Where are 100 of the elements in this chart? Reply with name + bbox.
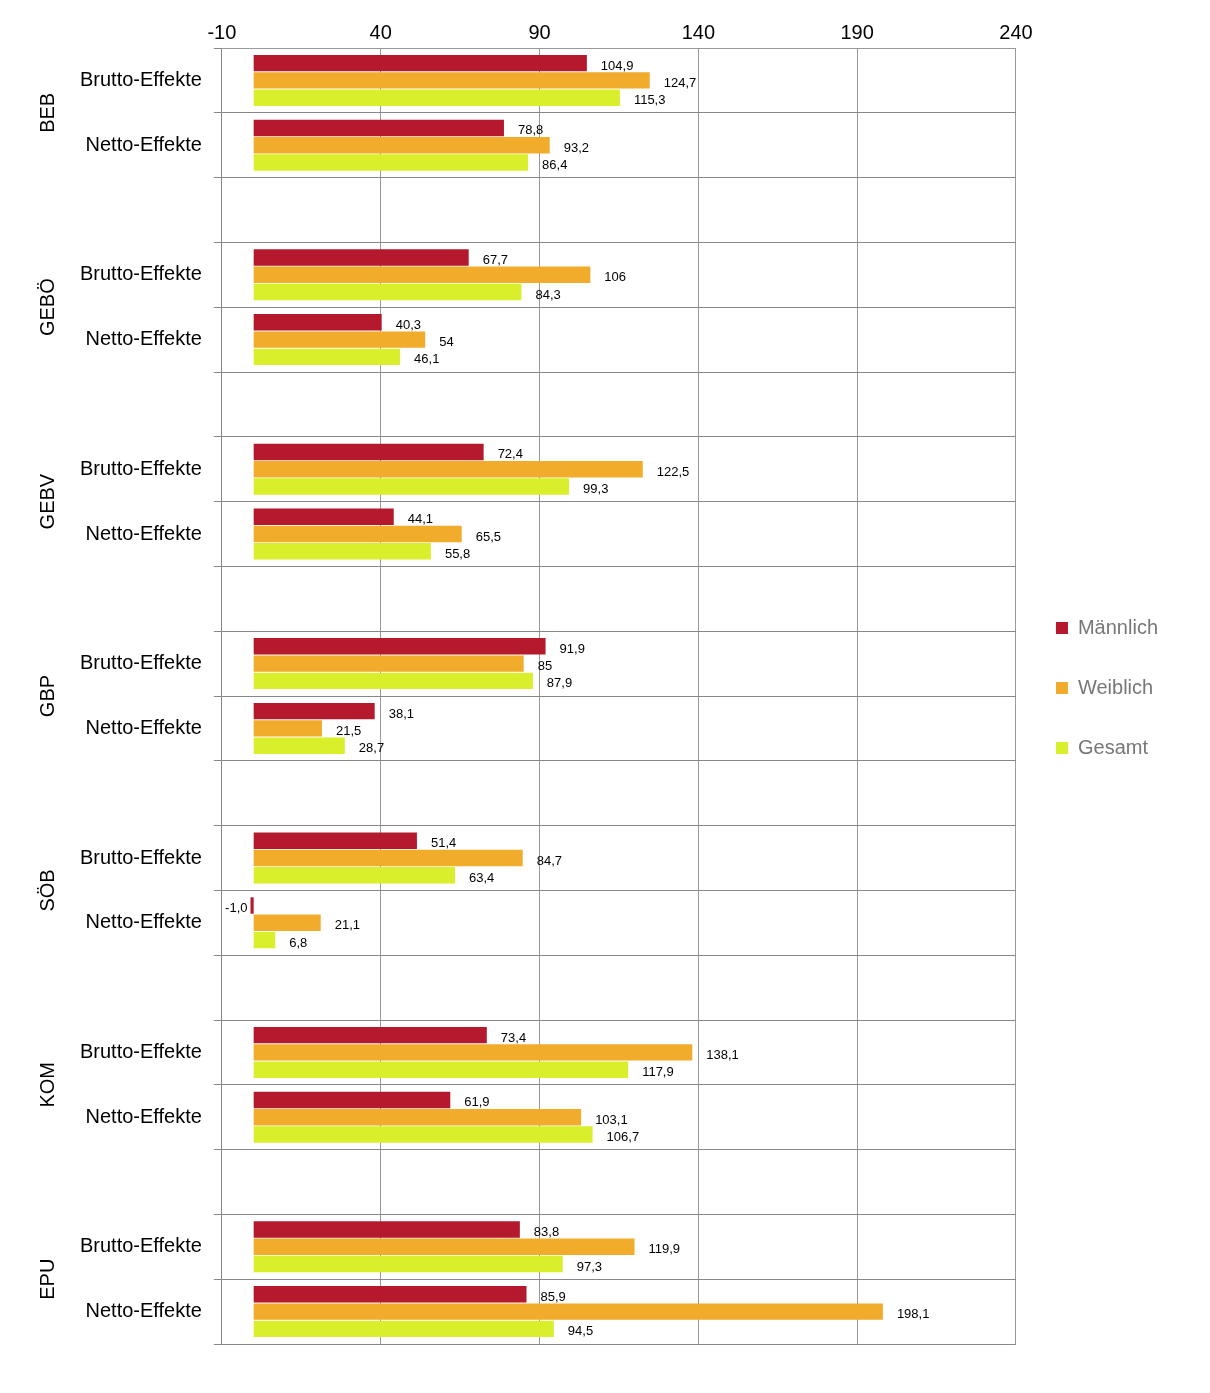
- y-tick-label: Brutto-Effekte: [79, 845, 202, 868]
- data-label: 91,9: [559, 640, 585, 656]
- data-label: 44,1: [407, 511, 434, 527]
- data-label: -1,0: [225, 900, 248, 916]
- bar: [253, 348, 401, 366]
- data-label: 73,4: [500, 1029, 527, 1045]
- bar: [253, 543, 431, 560]
- data-label: 138,1: [706, 1046, 739, 1062]
- bar: [253, 849, 523, 867]
- data-label: 106: [604, 269, 627, 285]
- bar: [253, 1238, 635, 1256]
- bar: [253, 525, 462, 543]
- bar: [253, 1255, 563, 1273]
- bar: [253, 702, 375, 720]
- data-label: 103,1: [595, 1111, 628, 1127]
- bar: [253, 283, 522, 301]
- data-label: 85,9: [540, 1288, 566, 1304]
- bar: [253, 72, 650, 89]
- x-tick-label: 90: [528, 20, 551, 43]
- y-tick-label: Brutto-Effekte: [79, 651, 202, 674]
- data-label: 84,3: [535, 286, 561, 302]
- x-tick-label: 240: [999, 20, 1033, 43]
- bar: [253, 154, 529, 171]
- bar: [253, 314, 382, 331]
- bar: [253, 1126, 593, 1143]
- bar: [253, 1108, 582, 1126]
- data-label: 122,5: [656, 463, 690, 479]
- y-tick-label: Netto-Effekte: [85, 715, 202, 738]
- data-label: 55,8: [444, 545, 471, 561]
- bar: [253, 655, 524, 672]
- data-label: 6,8: [289, 934, 308, 950]
- legend-label: Männlich: [1077, 615, 1159, 638]
- text: GEBÖ: [35, 278, 58, 337]
- data-label: 63,4: [469, 869, 495, 885]
- bar: [253, 720, 322, 737]
- bar: [253, 119, 504, 137]
- y-tick-label: Brutto-Effekte: [79, 262, 202, 285]
- bar: [253, 89, 620, 106]
- data-label: 38,1: [388, 705, 414, 721]
- y-tick-label: Netto-Effekte: [85, 1299, 202, 1322]
- y-tick-label: Netto-Effekte: [85, 521, 202, 544]
- bar: [253, 1303, 883, 1320]
- data-label: 115,3: [633, 92, 666, 108]
- legend-label: Gesamt: [1077, 735, 1149, 758]
- text: EPU: [35, 1258, 58, 1300]
- data-label: 54: [439, 334, 454, 350]
- data-label: 21,5: [335, 722, 362, 738]
- data-label: 93,2: [563, 139, 590, 155]
- bar: [253, 737, 345, 754]
- bar: [253, 136, 550, 154]
- data-label: 84,7: [536, 852, 563, 868]
- text: SÖB: [35, 869, 58, 912]
- y-tick-label: Brutto-Effekte: [79, 1234, 202, 1257]
- data-label: 104,9: [600, 57, 634, 73]
- bar: [253, 914, 321, 932]
- data-label: 106,7: [606, 1129, 640, 1145]
- data-label: 86,4: [542, 157, 568, 173]
- data-label: 72,4: [497, 446, 523, 462]
- bar: [253, 266, 591, 284]
- data-label: 40,3: [395, 316, 421, 332]
- bar: [253, 638, 546, 655]
- text: BEB: [35, 92, 58, 133]
- data-label: 83,8: [533, 1224, 560, 1240]
- data-label: 97,3: [576, 1258, 603, 1274]
- data-label: 28,7: [358, 740, 385, 756]
- data-label: 46,1: [414, 351, 440, 367]
- text: GEBV: [35, 473, 58, 530]
- data-label: 61,9: [464, 1094, 490, 1110]
- data-label: 94,5: [567, 1323, 594, 1339]
- data-label: 119,9: [648, 1241, 681, 1257]
- text: GBP: [35, 674, 58, 718]
- legend-label: Weiblich: [1077, 675, 1154, 698]
- bar: [253, 1061, 629, 1078]
- x-tick-label: 40: [369, 20, 392, 43]
- bar: [253, 460, 643, 478]
- bar: [253, 867, 456, 884]
- bar: [253, 1286, 527, 1303]
- bar: [253, 1221, 520, 1238]
- y-tick-label: Brutto-Effekte: [79, 67, 202, 90]
- data-label: 87,9: [546, 675, 573, 691]
- bar: [253, 1320, 554, 1338]
- data-label: 21,1: [334, 917, 361, 933]
- data-label: 78,8: [517, 122, 544, 138]
- data-label: 65,5: [475, 528, 502, 544]
- data-label: 198,1: [896, 1306, 930, 1322]
- y-tick-label: Netto-Effekte: [85, 132, 202, 155]
- data-label: 117,9: [642, 1064, 674, 1080]
- bar: [253, 249, 469, 266]
- bar: [253, 443, 484, 461]
- data-label: 85: [537, 658, 553, 674]
- x-tick-label: -10: [207, 20, 237, 43]
- x-tick-label: 140: [681, 20, 716, 43]
- bar: [253, 1026, 487, 1044]
- bar: [253, 931, 276, 949]
- bar: [253, 1044, 693, 1061]
- bar: [253, 54, 587, 72]
- bar: [253, 478, 570, 495]
- data-label: 99,3: [583, 481, 609, 497]
- bar: [253, 331, 426, 348]
- y-tick-label: Netto-Effekte: [85, 1104, 202, 1127]
